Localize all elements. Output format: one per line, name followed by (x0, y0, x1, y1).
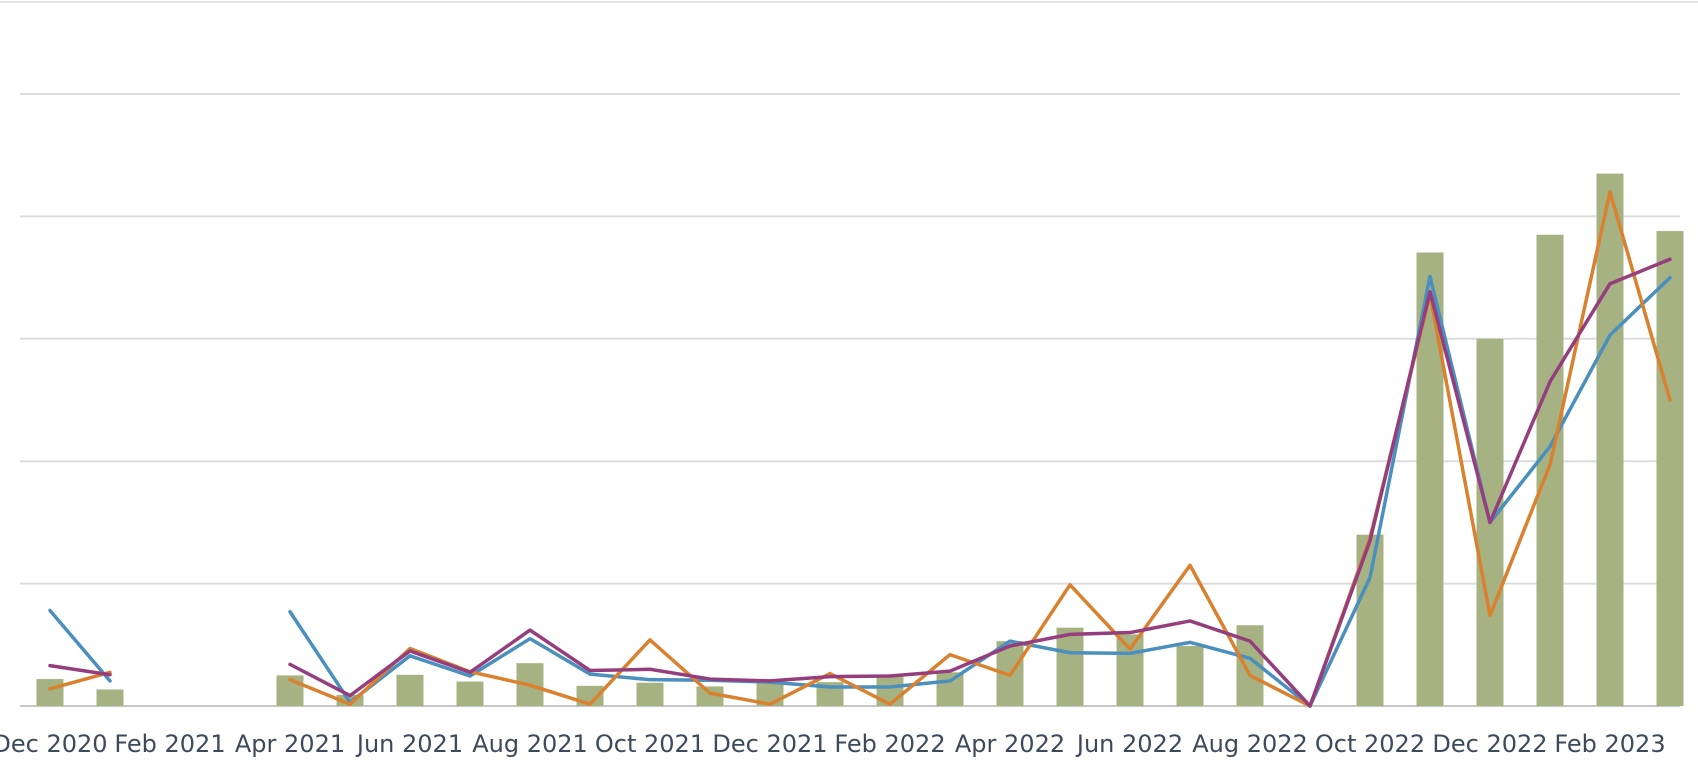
bar (396, 674, 424, 706)
x-tick-label: Oct 2021 (595, 730, 705, 758)
x-tick-label: Jun 2022 (1075, 730, 1183, 758)
bar (456, 681, 484, 706)
bar (1656, 231, 1684, 706)
bar (876, 676, 904, 706)
x-tick-label: Aug 2022 (1192, 730, 1308, 758)
bar (96, 689, 124, 706)
series-1-line (48, 608, 112, 683)
bar (936, 672, 964, 706)
bar (1596, 173, 1624, 706)
bar (1536, 234, 1564, 706)
x-tick-label: Dec 2022 (1432, 730, 1547, 758)
series-2-line (288, 190, 1672, 708)
bar (696, 686, 724, 706)
series-1-line (288, 274, 1672, 708)
series-3-line (48, 663, 112, 677)
bar (1176, 646, 1204, 706)
x-tick-label: Dec 2021 (712, 730, 827, 758)
bar (36, 679, 64, 706)
bar (1116, 634, 1144, 706)
x-tick-label: Dec 2020 (0, 730, 108, 758)
x-tick-label: Aug 2021 (472, 730, 588, 758)
series-2-line (48, 670, 112, 691)
x-tick-label: Feb 2022 (834, 730, 945, 758)
series-3-line (288, 257, 1672, 708)
x-tick-label: Apr 2022 (955, 730, 1065, 758)
x-tick-label: Apr 2021 (235, 730, 345, 758)
bar (636, 682, 664, 706)
bar (1056, 627, 1084, 706)
x-tick-label: Feb 2023 (1554, 730, 1665, 758)
x-tick-label: Feb 2021 (114, 730, 225, 758)
x-tick-label: Oct 2022 (1315, 730, 1425, 758)
x-tick-label: Jun 2021 (355, 730, 463, 758)
